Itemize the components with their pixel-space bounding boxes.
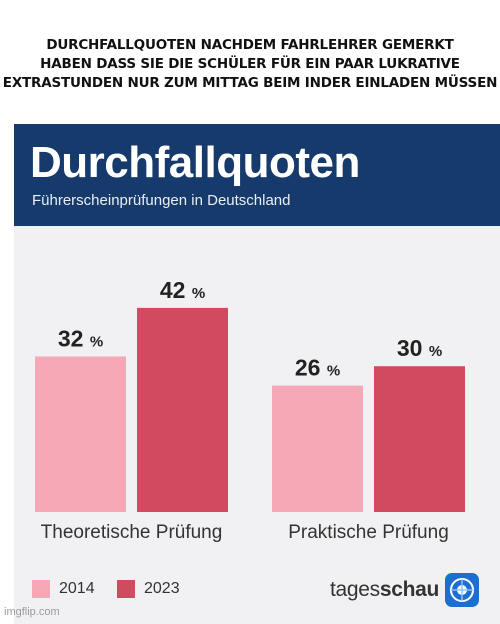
caption-line-1: DURCHFALLQUOTEN NACHDEM FAHRLEHRER GEMER… (46, 37, 454, 53)
legend-label-2023: 2023 (144, 580, 180, 597)
imgflip-watermark: imgflip.com (4, 606, 60, 618)
chart-banner: Durchfallquoten Führerscheinprüfungen in… (14, 124, 500, 226)
caption-line-3: EXTRASTUNDEN NUR ZUM MITTAG BEIM INDER E… (2, 75, 498, 91)
brand-light: tages (330, 578, 380, 601)
bar-theoretisch-2023 (137, 307, 228, 512)
data-label-theoretisch-2014: 32 % (58, 325, 103, 351)
legend-swatch-2023 (117, 580, 135, 598)
bar-theoretisch-2014 (35, 356, 126, 512)
chart-subtitle: Führerscheinprüfungen in Deutschland (32, 192, 291, 209)
meme-caption: DURCHFALLQUOTEN NACHDEM FAHRLEHRER GEMER… (0, 36, 500, 93)
chart-card: Durchfallquoten Führerscheinprüfungen in… (14, 124, 500, 624)
chart-title: Durchfallquoten (30, 138, 360, 187)
brand-bold: schau (379, 578, 440, 601)
bar-praktisch-2014 (272, 385, 363, 512)
brand-wordmark: tagesschau (330, 578, 439, 602)
data-label-theoretisch-2023: 42 % (160, 277, 205, 303)
bar-chart: 32 % 42 % Theoretische Prüfung 26 % 30 % Prak… (35, 277, 465, 543)
caption-line-2: HABEN DASS SIE DIE SCHÜLER FÜR EIN PAAR … (40, 56, 460, 72)
category-label-theoretisch: Theoretische Prüfung (41, 522, 223, 543)
data-label-praktisch-2023: 30 % (397, 335, 442, 361)
data-label-praktisch-2014: 26 % (295, 355, 340, 381)
category-label-praktisch: Praktische Prüfung (288, 522, 449, 543)
tagesschau-logo-icon (445, 573, 479, 607)
bar-praktisch-2023 (374, 366, 465, 512)
legend-swatch-2014 (32, 580, 50, 598)
legend-label-2014: 2014 (59, 580, 95, 597)
